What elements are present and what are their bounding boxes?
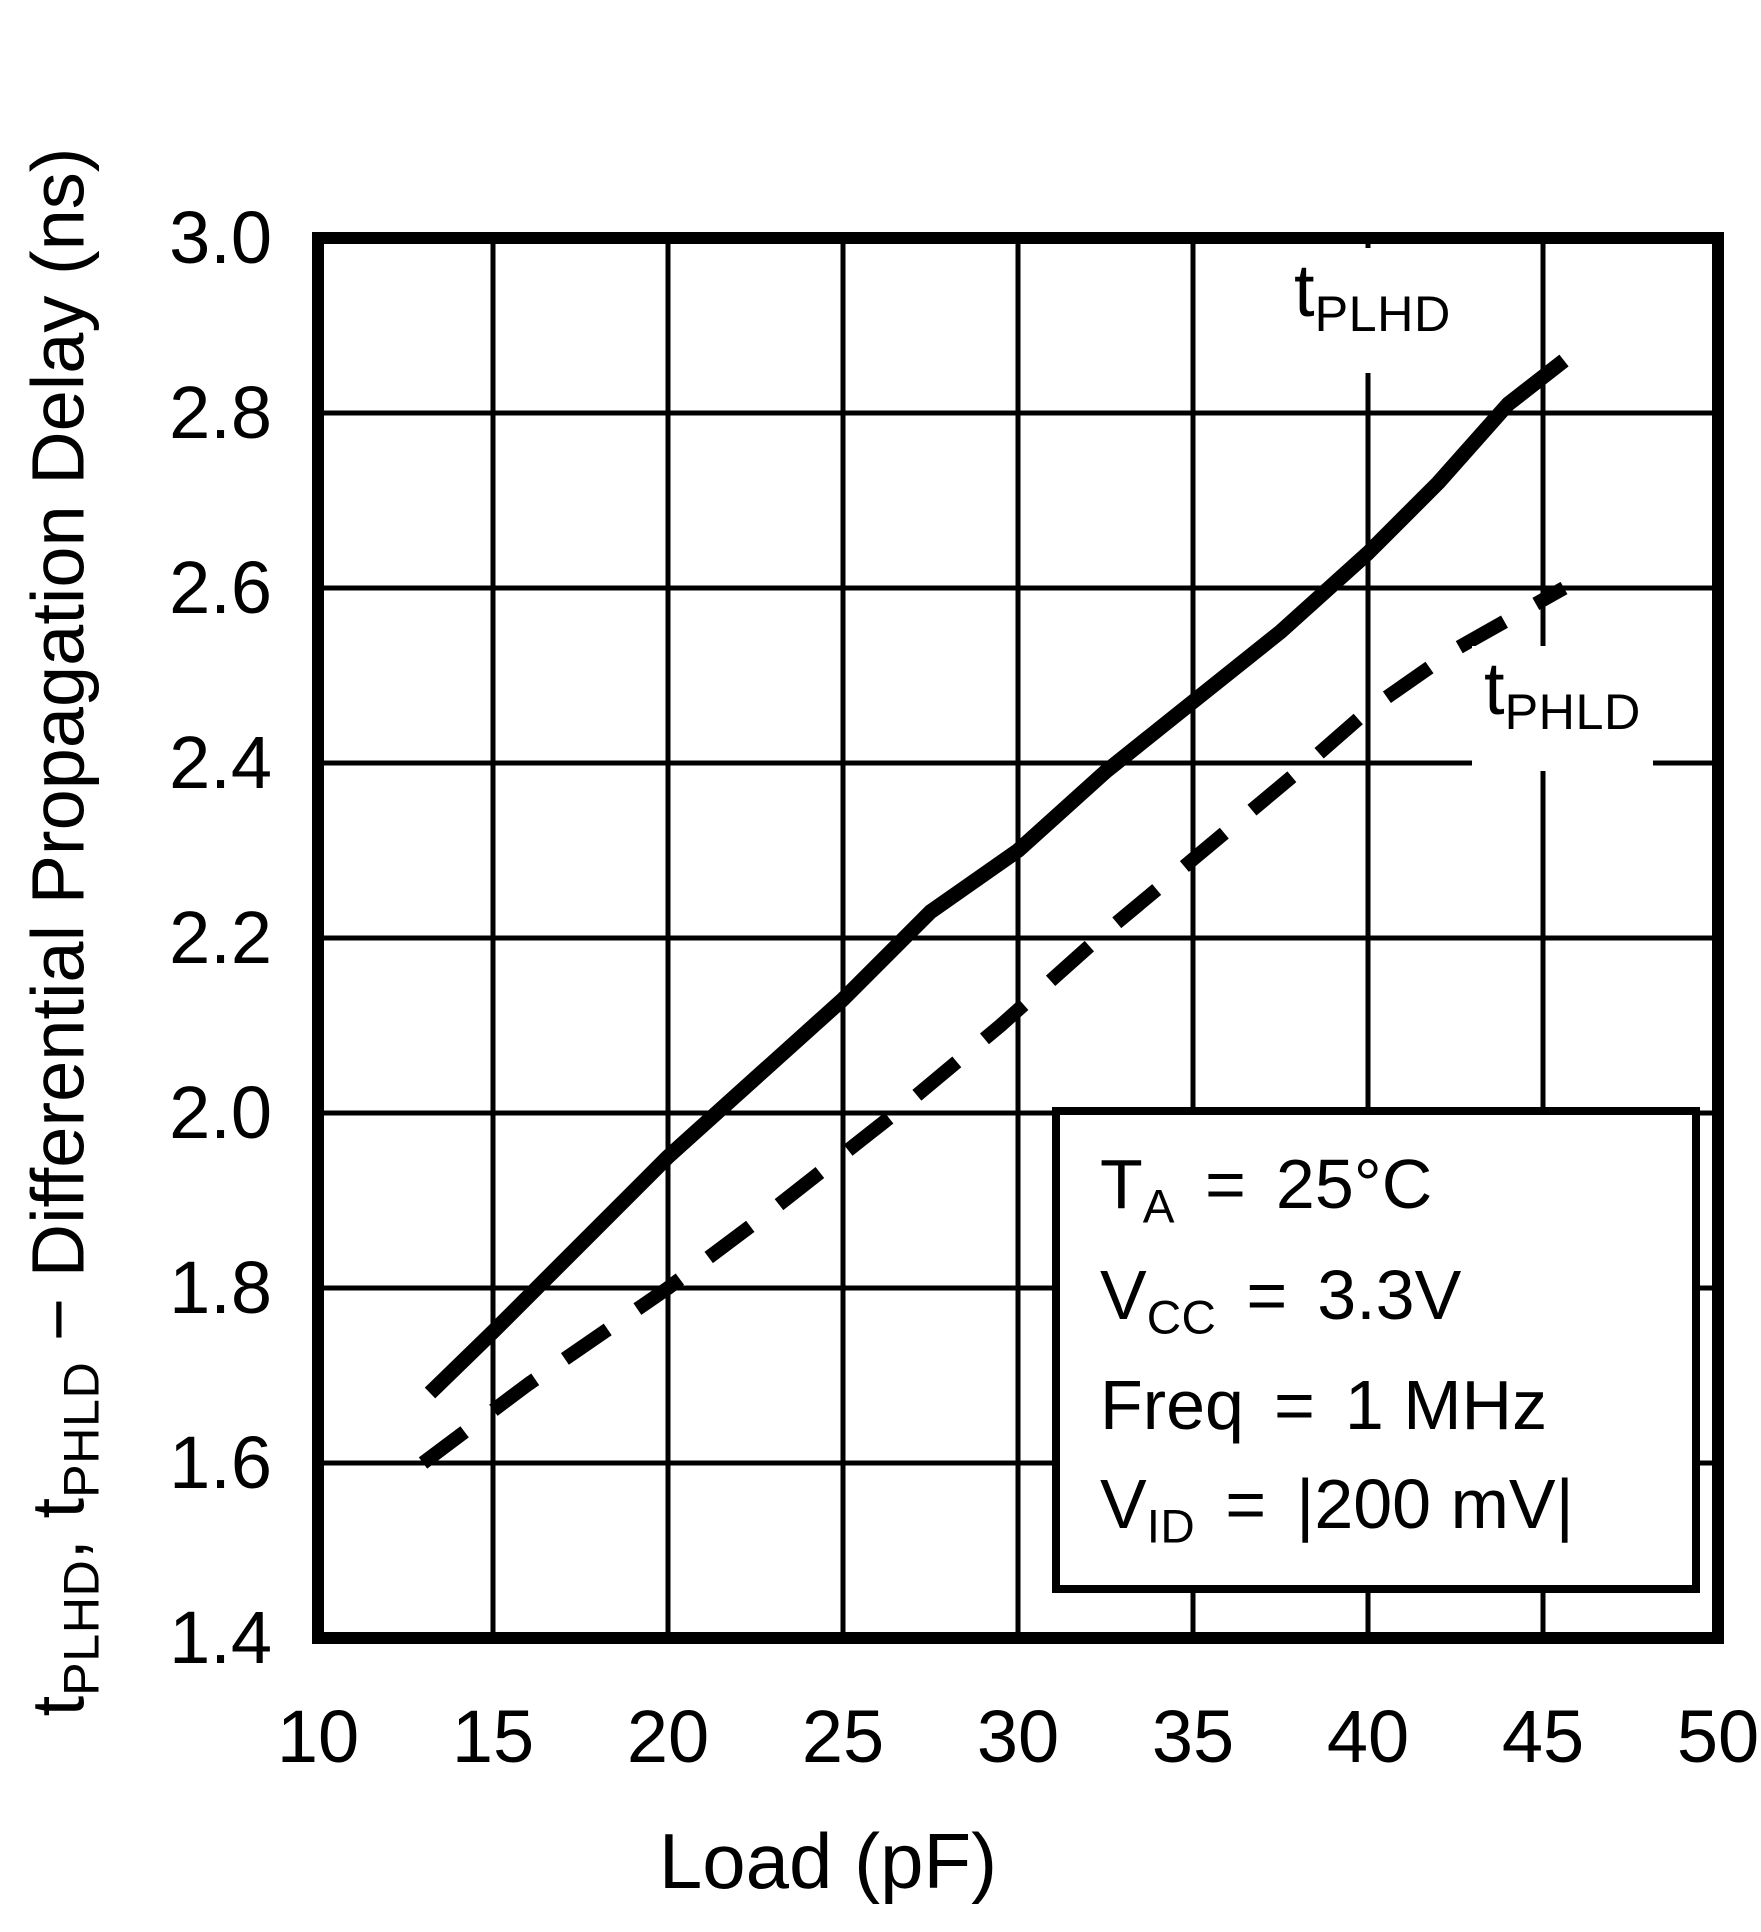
tphld-curve-label: tPHLD [1472, 646, 1653, 772]
condition-symbol-subscript: A [1142, 1180, 1175, 1234]
y-tick-label: 1.4 [169, 1596, 272, 1679]
x-tick-label: 50 [1676, 1695, 1760, 1778]
plot-border [312, 232, 1724, 1644]
condition-line: TA = 25°C [1100, 1149, 1682, 1231]
condition-equals: = [1273, 1366, 1315, 1445]
tphld-curve [418, 581, 1568, 1469]
y-tick-label: 1.8 [169, 1246, 272, 1329]
y-tick-label: 2.0 [169, 1071, 272, 1154]
condition-symbol-subscript: CC [1146, 1291, 1217, 1345]
x-tick-label: 15 [451, 1695, 535, 1778]
x-tick-label: 10 [276, 1695, 360, 1778]
condition-equals: = [1225, 1464, 1267, 1543]
condition-value: 1 MHz [1344, 1366, 1548, 1445]
condition-equals: = [1205, 1145, 1246, 1224]
condition-value: |200 mV| [1296, 1464, 1574, 1543]
y-tick-label: 2.2 [169, 896, 272, 979]
y-tick-label: 1.6 [169, 1421, 272, 1504]
curve-label-base: t [1294, 249, 1315, 332]
x-tick-label: 40 [1326, 1695, 1410, 1778]
curve-label-base: t [1484, 647, 1505, 730]
y-tick-label: 2.4 [169, 721, 272, 804]
y-tick-label: 2.6 [169, 546, 272, 629]
condition-equals: = [1246, 1255, 1288, 1334]
condition-symbol: T [1100, 1145, 1143, 1224]
curve-label-subscript: PLHD [1314, 285, 1451, 343]
x-tick-label: 30 [976, 1695, 1060, 1778]
condition-symbol: V [1100, 1464, 1147, 1543]
condition-symbol-subscript: ID [1146, 1499, 1196, 1553]
condition-value: 3.3V [1317, 1255, 1462, 1334]
y-tick-label: 2.8 [169, 371, 272, 454]
x-tick-label: 45 [1501, 1695, 1585, 1778]
x-tick-label: 35 [1151, 1695, 1235, 1778]
x-tick-label: 25 [801, 1695, 885, 1778]
curve-label-subscript: PHLD [1504, 683, 1641, 741]
condition-line: Freq = 1 MHz [1100, 1370, 1682, 1440]
condition-value: 25°C [1275, 1145, 1433, 1224]
tplhd-curve [424, 354, 1569, 1399]
y-tick-label: 3.0 [169, 196, 272, 279]
condition-line: VID = |200 mV| [1100, 1469, 1682, 1551]
x-tick-label: 20 [626, 1695, 710, 1778]
condition-line: VCC = 3.3V [1100, 1260, 1682, 1342]
condition-symbol: Freq [1100, 1366, 1244, 1445]
x-axis-title: Load (pF) [658, 1817, 998, 1905]
tplhd-curve-label: tPLHD [1282, 248, 1463, 374]
condition-symbol: V [1100, 1255, 1147, 1334]
conditions-box: TA = 25°C VCC = 3.3V Freq = 1 MHz VID = |200 mV| [1052, 1107, 1700, 1593]
